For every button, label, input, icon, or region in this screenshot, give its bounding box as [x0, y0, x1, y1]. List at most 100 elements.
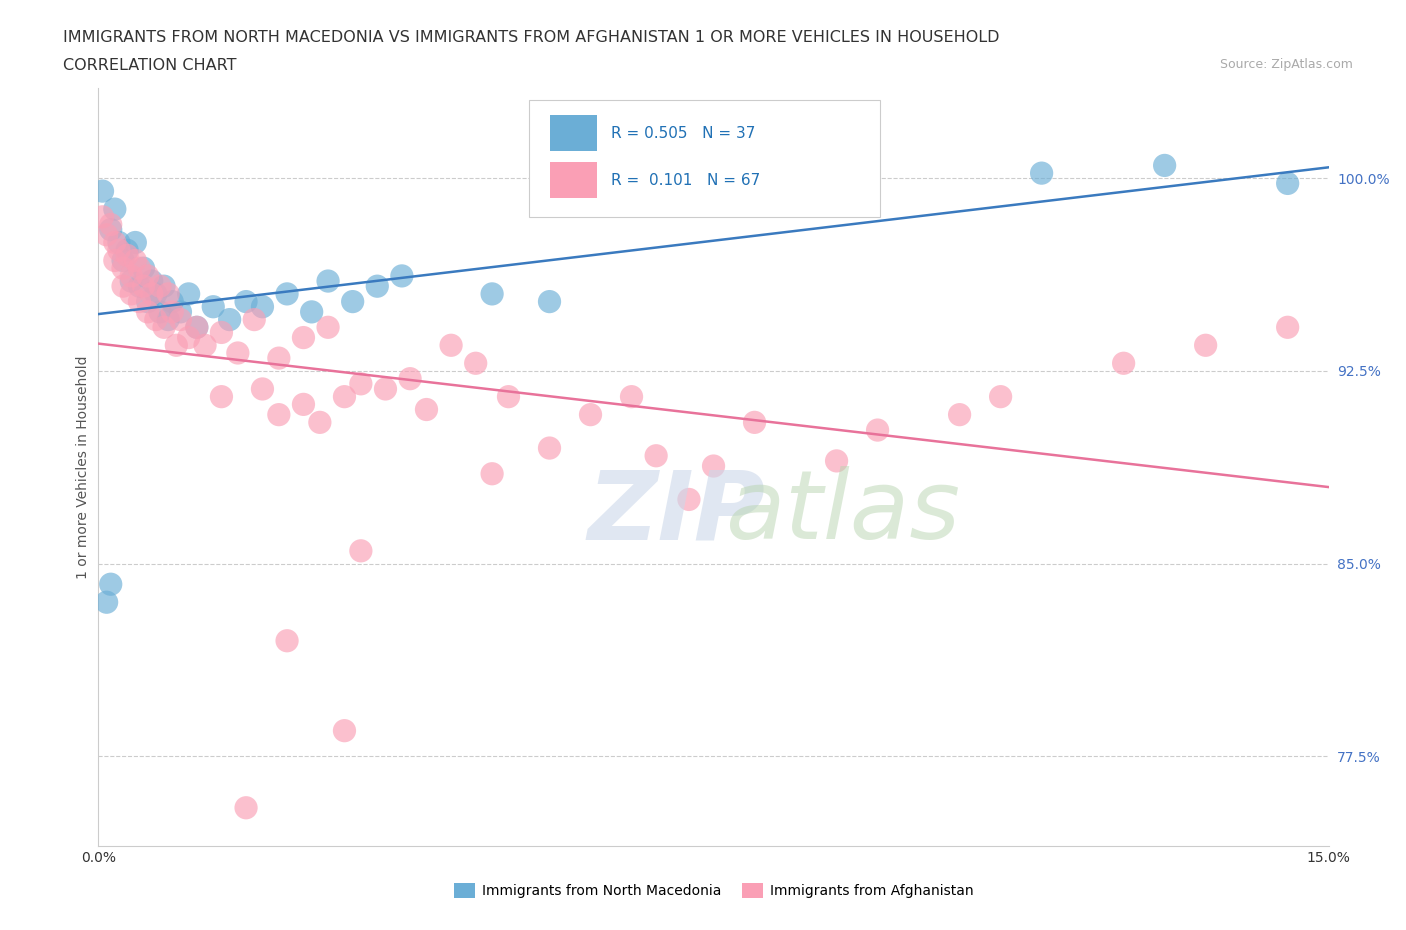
Point [91, 184, 114, 199]
Point [136, 294, 159, 309]
Point [538, 294, 561, 309]
Point [350, 377, 373, 392]
Point [115, 243, 138, 258]
Point [399, 371, 422, 386]
Point [211, 325, 233, 339]
Point [186, 320, 208, 335]
Point [112, 260, 135, 275]
Point [350, 543, 373, 558]
Point [292, 903, 315, 918]
Point [124, 235, 146, 250]
Point [124, 253, 146, 268]
Point [1277, 176, 1299, 191]
Point [162, 304, 183, 319]
Bar [550, 162, 596, 198]
Point [194, 338, 217, 352]
Point [100, 577, 122, 591]
Point [744, 415, 766, 430]
Y-axis label: 1 or more Vehicles in Household: 1 or more Vehicles in Household [76, 355, 90, 579]
Point [128, 260, 150, 275]
Point [165, 338, 187, 352]
Point [276, 286, 298, 301]
Point [108, 235, 131, 250]
Point [226, 346, 249, 361]
Point [309, 415, 332, 430]
Point [267, 407, 290, 422]
Point [498, 390, 520, 405]
Point [145, 286, 167, 301]
Point [211, 390, 233, 405]
Point [440, 338, 463, 352]
Point [115, 248, 138, 263]
Point [186, 320, 208, 335]
Point [132, 260, 155, 275]
Point [132, 279, 155, 294]
Point [333, 724, 356, 738]
FancyBboxPatch shape [529, 100, 880, 218]
Point [100, 217, 122, 232]
Point [252, 381, 274, 396]
Point [374, 381, 396, 396]
Text: R =  0.101   N = 67: R = 0.101 N = 67 [612, 173, 761, 188]
Point [949, 407, 972, 422]
Point [120, 273, 142, 288]
Point [104, 202, 127, 217]
Point [112, 253, 135, 268]
Point [645, 448, 668, 463]
Point [177, 286, 200, 301]
Point [169, 312, 191, 327]
Text: ZIP: ZIP [588, 466, 766, 559]
Point [1195, 338, 1218, 352]
Point [620, 390, 643, 405]
Point [481, 286, 503, 301]
Point [153, 279, 176, 294]
Point [120, 286, 142, 301]
Point [990, 390, 1012, 405]
Point [218, 312, 240, 327]
Point [128, 279, 150, 294]
Point [316, 273, 339, 288]
Point [145, 312, 167, 327]
Point [235, 801, 257, 816]
Legend: Immigrants from North Macedonia, Immigrants from Afghanistan: Immigrants from North Macedonia, Immigra… [449, 878, 979, 904]
Point [1153, 158, 1175, 173]
Point [1031, 166, 1053, 180]
Point [128, 294, 150, 309]
Point [538, 441, 561, 456]
Point [104, 253, 127, 268]
Point [333, 390, 356, 405]
Point [141, 273, 163, 288]
Point [243, 312, 266, 327]
Text: R = 0.505   N = 37: R = 0.505 N = 37 [612, 126, 756, 140]
Point [136, 304, 159, 319]
Point [162, 294, 183, 309]
Point [301, 304, 323, 319]
Point [415, 402, 437, 417]
Point [316, 320, 339, 335]
Point [235, 294, 257, 309]
Point [391, 269, 413, 284]
Point [100, 222, 122, 237]
Text: Source: ZipAtlas.com: Source: ZipAtlas.com [1219, 58, 1353, 71]
Point [276, 633, 298, 648]
Point [1112, 356, 1135, 371]
Point [342, 294, 364, 309]
Point [149, 304, 172, 319]
Text: IMMIGRANTS FROM NORTH MACEDONIA VS IMMIGRANTS FROM AFGHANISTAN 1 OR MORE VEHICLE: IMMIGRANTS FROM NORTH MACEDONIA VS IMMIG… [63, 30, 1000, 45]
Point [96, 227, 118, 242]
Point [202, 299, 225, 314]
Point [169, 304, 191, 319]
Point [157, 286, 180, 301]
Point [91, 209, 114, 224]
Point [481, 466, 503, 481]
Text: CORRELATION CHART: CORRELATION CHART [63, 58, 236, 73]
Text: atlas: atlas [725, 466, 960, 559]
Point [104, 235, 127, 250]
Point [96, 595, 118, 610]
Point [120, 269, 142, 284]
Point [678, 492, 700, 507]
Point [141, 286, 163, 301]
Point [112, 279, 135, 294]
Point [136, 269, 159, 284]
Point [292, 397, 315, 412]
